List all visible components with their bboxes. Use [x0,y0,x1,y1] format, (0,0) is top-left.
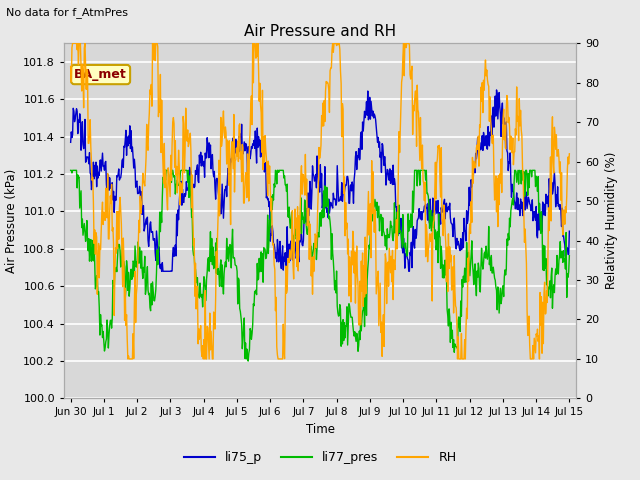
Title: Air Pressure and RH: Air Pressure and RH [244,24,396,39]
X-axis label: Time: Time [305,423,335,436]
Y-axis label: Relativity Humidity (%): Relativity Humidity (%) [605,152,618,289]
Text: BA_met: BA_met [74,68,127,81]
Text: No data for f_AtmPres: No data for f_AtmPres [6,7,129,18]
Y-axis label: Air Pressure (kPa): Air Pressure (kPa) [4,168,18,273]
Legend: li75_p, li77_pres, RH: li75_p, li77_pres, RH [179,446,461,469]
